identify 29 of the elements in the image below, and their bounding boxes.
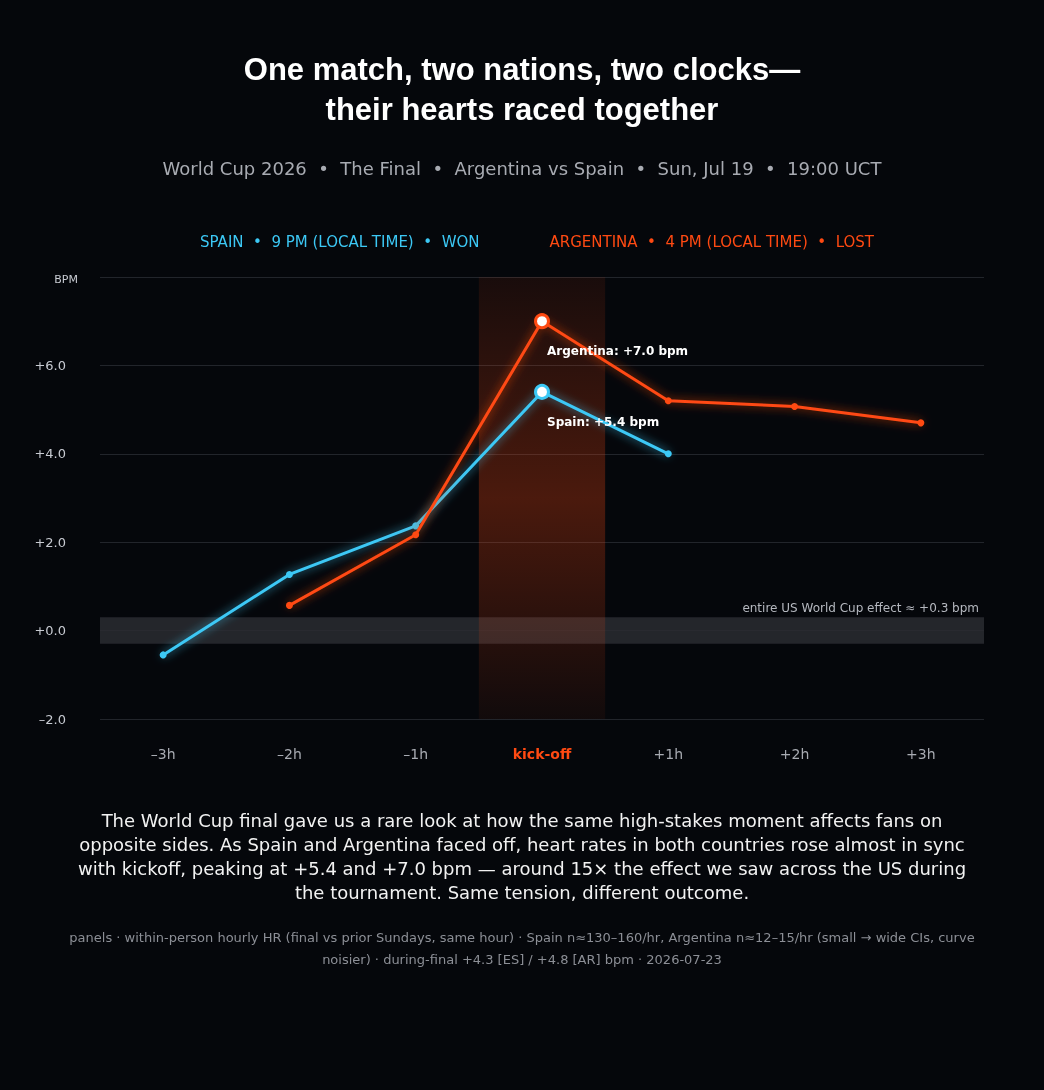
band-label: entire US World Cup effect ≈ +0.3 bpm — [742, 601, 979, 616]
point — [791, 403, 799, 410]
y-tick-label: +0.0 — [34, 623, 66, 639]
x-tick-label: +3h — [906, 746, 936, 762]
text: The World Cup final gave us a rare look at how the same high-stakes moment affects fans on opposite sides. As Spain and Argentina faced off, heart rates in both countries rose almost in sync with kickoff, peaking at +5.4 and +7.0 bpm — around 15× the effect we saw across the US during the tournament. Same tension, different outcome. — [76, 809, 968, 905]
point — [159, 651, 167, 659]
y-tick-label: +2.0 — [34, 534, 66, 550]
point — [412, 531, 420, 539]
point — [285, 601, 293, 609]
text: ARGENTINA • 4 PM (LOCAL TIME) • LOST — [549, 232, 875, 251]
y-tick-label: +4.0 — [34, 446, 66, 462]
text: panels · within-person hourly HR (final vs prior Sundays, same hour) · Spain n≈130–160/hr, Argentina n≈12–15/hr (small → wide CIs, curve noisier) · during-final +4.3 [ES] / +4.8 [AR] bpm · 2026-07-23 — [68, 929, 976, 969]
x-tick-label: +1h — [653, 746, 684, 762]
chart-title: One match, two nations, two clocks— their hearts raced together — [242, 51, 802, 129]
x-tick-label: –1h — [403, 746, 429, 762]
x-tick-label: –3h — [150, 746, 176, 762]
y-tick-label: +6.0 — [34, 357, 66, 373]
y-axis-title: BPM — [54, 273, 78, 286]
text: SPAIN • 9 PM (LOCAL TIME) • WON — [200, 232, 480, 251]
point — [412, 522, 420, 530]
x-tick-label: –2h — [277, 746, 302, 762]
y-tick-label: –2.0 — [38, 711, 66, 727]
point — [285, 570, 293, 578]
point — [664, 397, 672, 405]
point — [917, 419, 925, 427]
point — [664, 450, 672, 458]
chart-subtitle: World Cup 2026 • The Final • Argentina vs Spain • Sun, Jul 19 • 19:00 UCT — [161, 158, 883, 179]
x-tick-label: kick-off — [512, 746, 572, 762]
x-tick-label: +2h — [779, 746, 810, 762]
